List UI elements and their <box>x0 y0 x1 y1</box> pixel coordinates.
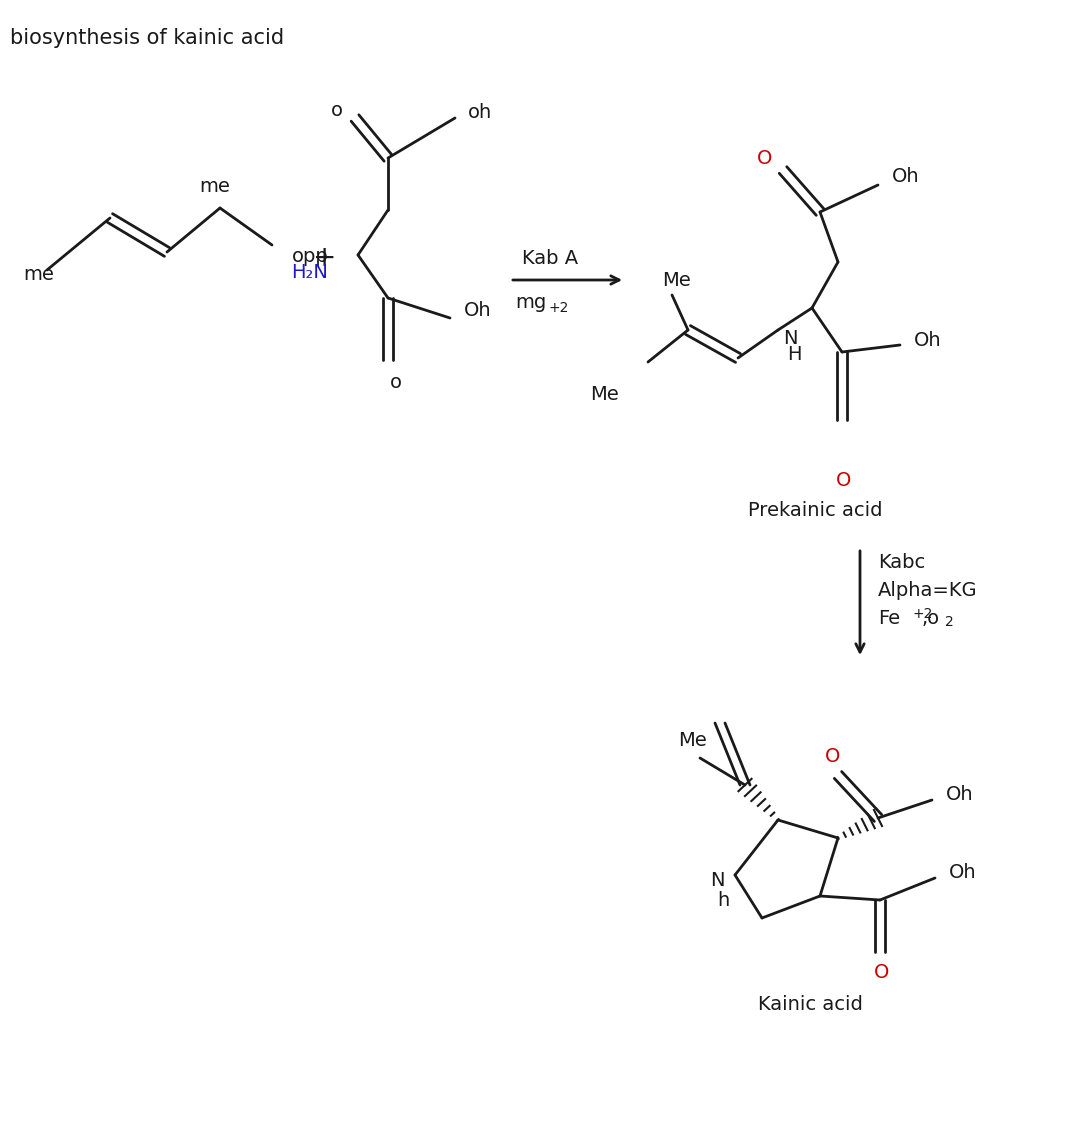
Text: 2: 2 <box>945 615 954 629</box>
Text: opp: opp <box>292 247 328 266</box>
Text: oh: oh <box>468 104 492 123</box>
Text: Kab A: Kab A <box>522 248 578 267</box>
Text: Kainic acid: Kainic acid <box>757 996 863 1014</box>
Text: Oh: Oh <box>892 167 920 186</box>
Text: O: O <box>836 470 852 490</box>
Text: Prekainic acid: Prekainic acid <box>747 501 882 520</box>
Text: mg: mg <box>515 292 546 311</box>
Text: biosynthesis of kainic acid: biosynthesis of kainic acid <box>10 28 284 49</box>
Text: Fe: Fe <box>878 608 900 627</box>
Text: +2: +2 <box>912 607 932 622</box>
Text: +: + <box>313 244 337 272</box>
Text: Oh: Oh <box>949 864 976 882</box>
Text: Alpha=KG: Alpha=KG <box>878 581 977 599</box>
Text: o: o <box>330 100 343 120</box>
Text: Oh: Oh <box>914 331 942 350</box>
Text: me: me <box>24 265 54 284</box>
Text: Oh: Oh <box>464 300 491 319</box>
Text: Me: Me <box>591 386 619 405</box>
Text: Me: Me <box>663 271 691 290</box>
Text: +2: +2 <box>548 301 568 315</box>
Text: O: O <box>875 962 890 981</box>
Text: O: O <box>757 149 772 167</box>
Text: N: N <box>783 328 797 347</box>
Text: Me: Me <box>677 731 706 749</box>
Text: H: H <box>786 345 801 364</box>
Text: h: h <box>717 890 729 909</box>
Text: Oh: Oh <box>946 785 974 804</box>
Text: N: N <box>710 871 725 890</box>
Text: ,o: ,o <box>922 608 940 627</box>
Text: Kabc: Kabc <box>878 553 926 572</box>
Text: O: O <box>825 748 840 767</box>
Text: me: me <box>200 176 230 195</box>
Text: H₂N: H₂N <box>292 264 328 282</box>
Text: o: o <box>390 372 402 391</box>
